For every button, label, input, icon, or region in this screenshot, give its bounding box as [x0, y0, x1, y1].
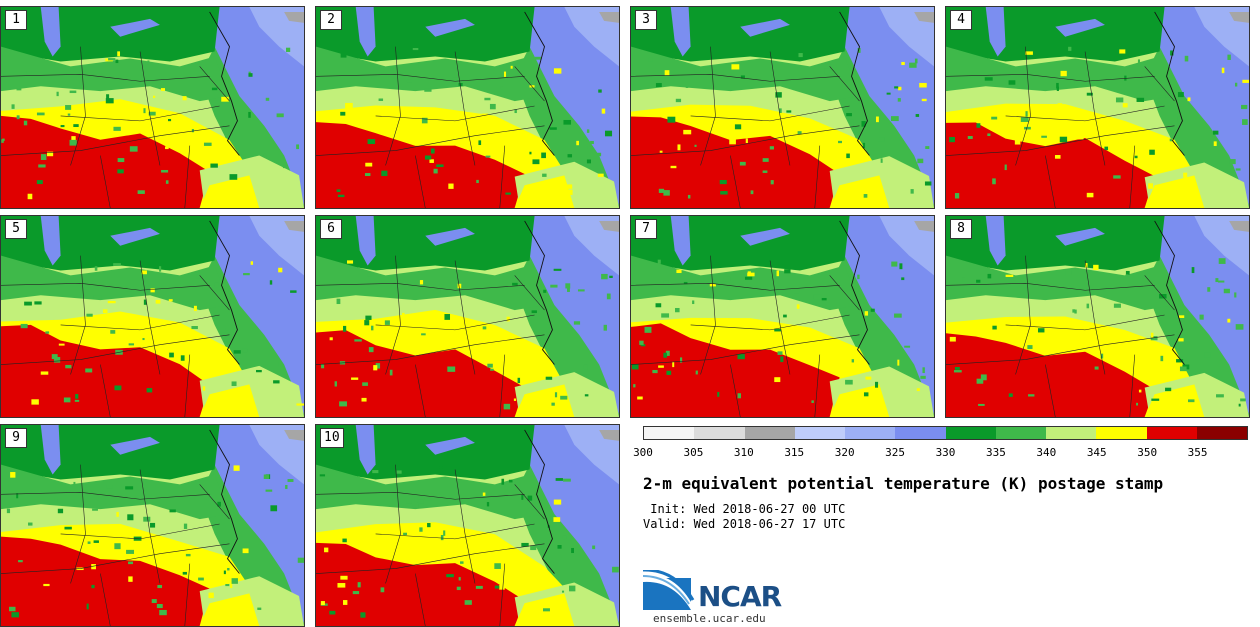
panel-number-label: 4 — [950, 10, 972, 30]
stamp-panel-2: 2 — [315, 6, 620, 209]
temperature-field-map — [316, 425, 619, 626]
temperature-field-map — [316, 7, 619, 208]
colorbar-tick-label: 330 — [935, 446, 956, 459]
colorbar-swatch — [1196, 427, 1247, 439]
panel-number-label: 3 — [635, 10, 657, 30]
stamp-panel-5: 5 — [0, 215, 305, 418]
chart-title: 2-m equivalent potential temperature (K)… — [643, 474, 1164, 493]
colorbar-swatch — [995, 427, 1046, 439]
stamp-panel-8: 8 — [945, 215, 1250, 418]
colorbar-tick-label: 340 — [1036, 446, 1057, 459]
colorbar-swatch — [1046, 427, 1097, 439]
colorbar-swatch — [895, 427, 946, 439]
colorbar-swatch — [1146, 427, 1197, 439]
colorbar-tick-label: 325 — [885, 446, 906, 459]
stamp-panel-10: 10 — [315, 424, 620, 627]
colorbar-swatch — [794, 427, 845, 439]
colorbar-swatch — [945, 427, 996, 439]
temperature-field-map — [1, 216, 304, 417]
colorbar — [643, 426, 1248, 440]
stamp-panel-6: 6 — [315, 215, 620, 418]
colorbar-ticks: 300 305 310 315 320 325 330 335 340 345 350 355 — [633, 446, 1248, 460]
stamp-panel-4: 4 — [945, 6, 1250, 209]
temperature-field-map — [946, 7, 1249, 208]
colorbar-tick-label: 320 — [834, 446, 855, 459]
temperature-field-map — [631, 216, 934, 417]
temperature-field-map — [1, 7, 304, 208]
colorbar-swatch — [1096, 427, 1147, 439]
ncar-logo-icon — [643, 570, 695, 610]
panel-number-label: 6 — [320, 219, 342, 239]
stamp-panel-3: 3 — [630, 6, 935, 209]
panel-number-label: 1 — [5, 10, 27, 30]
colorbar-swatch — [845, 427, 896, 439]
colorbar-tick-label: 345 — [1086, 446, 1107, 459]
panel-number-label: 8 — [950, 219, 972, 239]
colorbar-tick-label: 355 — [1187, 446, 1208, 459]
colorbar-tick-label: 310 — [733, 446, 754, 459]
init-time: Init: Wed 2018-06-27 00 UTC — [643, 502, 846, 516]
colorbar-swatch — [644, 427, 695, 439]
site-url: ensemble.ucar.edu — [653, 612, 766, 625]
valid-time: Valid: Wed 2018-06-27 17 UTC — [643, 517, 846, 531]
colorbar-tick-label: 350 — [1137, 446, 1158, 459]
colorbar-swatch — [744, 427, 795, 439]
temperature-field-map — [1, 425, 304, 626]
colorbar-swatch — [694, 427, 745, 439]
panel-number-label: 5 — [5, 219, 27, 239]
panel-number-label: 2 — [320, 10, 342, 30]
stamp-panel-1: 1 — [0, 6, 305, 209]
colorbar-tick-label: 300 — [633, 446, 653, 459]
panel-number-label: 10 — [320, 428, 344, 448]
temperature-field-map — [946, 216, 1249, 417]
stamp-panel-7: 7 — [630, 215, 935, 418]
colorbar-tick-label: 335 — [985, 446, 1006, 459]
colorbar-tick-label: 305 — [683, 446, 704, 459]
panel-number-label: 7 — [635, 219, 657, 239]
colorbar-tick-label: 315 — [784, 446, 805, 459]
panel-number-label: 9 — [5, 428, 27, 448]
temperature-field-map — [631, 7, 934, 208]
temperature-field-map — [316, 216, 619, 417]
stamp-panel-9: 9 — [0, 424, 305, 627]
ncar-logo-text: NCAR — [698, 580, 782, 613]
